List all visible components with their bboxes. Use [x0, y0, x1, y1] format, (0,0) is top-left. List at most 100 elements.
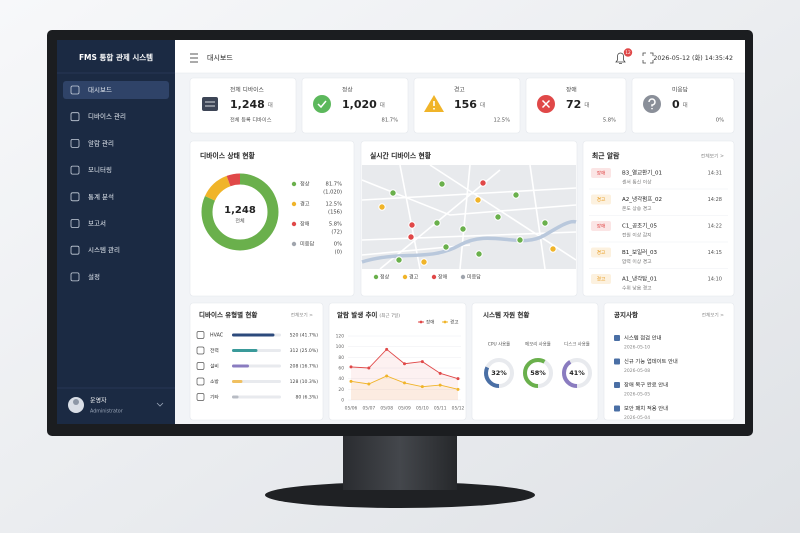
kpi-icon [643, 95, 661, 113]
alarm-level: 장애 [597, 170, 606, 177]
legend-label: 경고 [450, 319, 458, 326]
legend-dot [291, 221, 297, 227]
notice-date: 2026-05-04 [624, 415, 650, 421]
kpi-icon [202, 97, 218, 111]
view-all-link[interactable]: 전체보기 > [701, 153, 724, 160]
type-name: 설비 [210, 363, 219, 370]
data-point [349, 379, 353, 383]
datetime: 2026-05-12 (화) 14:35:42 [653, 54, 733, 62]
device-marker[interactable] [474, 196, 482, 204]
x-tick-label: 05/11 [434, 406, 447, 412]
card-title: 최근 알람 [592, 151, 620, 160]
kpi-icon-detail [648, 98, 656, 110]
device-marker[interactable] [516, 236, 524, 244]
notice-title[interactable]: 보안 패치 적용 안내 [624, 404, 668, 412]
y-tick-label: 80 [338, 355, 344, 361]
alarms-card [582, 140, 735, 297]
bell-icon[interactable] [615, 52, 626, 64]
device-marker[interactable] [475, 250, 483, 258]
legend-count: (0) [335, 250, 342, 256]
device-marker[interactable] [459, 225, 467, 233]
notice-title[interactable]: 신규 기능 업데이트 안내 [624, 357, 678, 365]
menu-item[interactable]: 대시보드 [88, 86, 112, 94]
alarm-device: A2_냉각펌프_02 [622, 195, 662, 203]
menu-item[interactable]: 알람 관리 [88, 138, 114, 147]
legend-dot [373, 274, 379, 280]
kpi-label: 정상 [342, 86, 353, 94]
kpi-label: 전체 디바이스 [230, 86, 265, 94]
data-point [438, 371, 442, 375]
device-marker[interactable] [442, 243, 450, 251]
menu-icon [70, 272, 80, 282]
alarm-time: 14:28 [708, 197, 722, 203]
kpi-unit: 대 [683, 101, 688, 109]
menu-item[interactable]: 설정 [88, 272, 100, 281]
fullscreen-icon[interactable] [642, 52, 654, 64]
menu-icon [70, 85, 80, 95]
data-point [385, 347, 389, 351]
card-title: 디바이스 상태 현황 [200, 151, 256, 160]
notice-title[interactable]: 시스템 점검 안내 [624, 334, 662, 342]
card-title: 디바이스 유형별 현황 [199, 310, 257, 319]
menu-item[interactable]: 보고서 [88, 219, 106, 228]
device-marker[interactable] [407, 233, 415, 241]
legend-count: (1,020) [323, 190, 342, 196]
x-tick-label: 05/10 [416, 406, 429, 412]
alarm-level: 경고 [597, 196, 606, 203]
device-marker[interactable] [378, 203, 386, 211]
gauge-arc [562, 358, 592, 388]
menu-item[interactable]: 통계 분석 [88, 192, 114, 201]
kpi-value: 1,020 대 [342, 98, 385, 111]
menu-active-bg [63, 81, 169, 99]
gauge-value: 41% [569, 369, 585, 377]
gauge-arc [484, 358, 514, 388]
view-all-link[interactable]: 전체보기 > [702, 312, 724, 319]
device-marker[interactable] [541, 219, 549, 227]
gauge-value: 32% [491, 369, 507, 377]
gauge-arc [523, 358, 553, 388]
device-marker[interactable] [549, 245, 557, 253]
kpi-value: 156 대 [454, 98, 485, 111]
kpi-card [413, 77, 521, 134]
alarm-badge [591, 247, 611, 258]
alarm-message: 전원 이상 감지 [622, 232, 652, 239]
alarm-badge [591, 168, 611, 178]
bar-value-label: 208 (16.7%) [290, 364, 319, 370]
gauge-label: CPU 사용률 [488, 341, 510, 348]
device-marker[interactable] [494, 213, 502, 221]
legend-label: 장애 [438, 274, 448, 281]
y-tick-label: 60 [338, 366, 344, 372]
alarm-device: B3_열교환기_01 [622, 169, 662, 177]
device-types-card [189, 302, 324, 421]
device-marker[interactable] [420, 258, 428, 266]
device-marker[interactable] [389, 189, 397, 197]
y-tick-label: 40 [338, 376, 344, 382]
card-title: 알람 발생 추이 (최근 7일) [337, 310, 400, 319]
series-area [351, 349, 458, 400]
device-marker[interactable] [438, 180, 446, 188]
device-marker[interactable] [479, 179, 487, 187]
device-marker[interactable] [395, 256, 403, 264]
kpi-number: 72 [566, 98, 581, 111]
kpi-card [189, 77, 297, 134]
menu-item[interactable]: 모니터링 [88, 165, 112, 174]
device-marker[interactable] [512, 191, 520, 199]
legend-label: 미응답 [467, 274, 481, 281]
menu-item[interactable]: 디바이스 관리 [88, 112, 126, 121]
stand-neck [343, 434, 457, 490]
notice-title[interactable]: 장애 복구 완료 안내 [624, 381, 668, 389]
kpi-unit: 대 [584, 101, 589, 109]
alarm-level: 경고 [597, 276, 606, 283]
user-menu-chevron[interactable] [156, 402, 164, 407]
kpi-note: 5.8% [603, 118, 616, 124]
map-road [361, 244, 471, 256]
device-marker[interactable] [433, 219, 441, 227]
alarm-level: 장애 [597, 223, 606, 230]
menu-item[interactable]: 시스템 관리 [88, 245, 120, 254]
view-all-link[interactable]: 전체보기 > [291, 312, 313, 319]
bar [232, 333, 275, 337]
alarm-time: 14:10 [708, 277, 722, 283]
device-marker[interactable] [408, 221, 416, 229]
map-road [379, 169, 501, 270]
